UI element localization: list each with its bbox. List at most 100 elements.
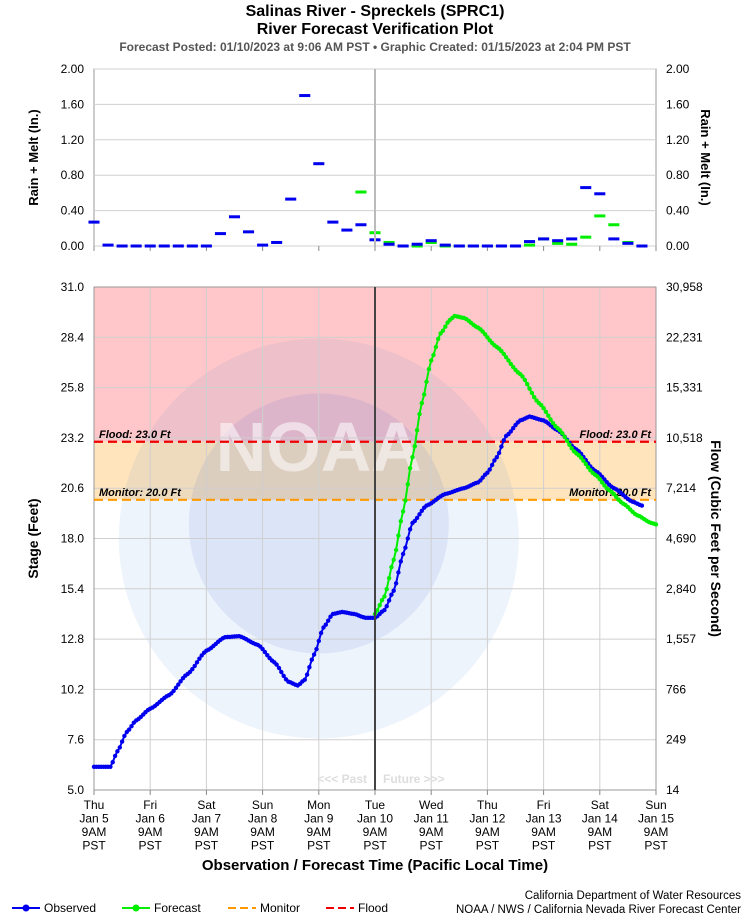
observed-precip-bar <box>580 186 592 190</box>
legend-forecast-marker <box>132 904 140 912</box>
observed-point <box>480 475 485 480</box>
flow-ytick: 249 <box>666 733 686 747</box>
observed-precip-bar <box>88 220 100 224</box>
precip-ylabel-right: Rain + Melt (In.) <box>698 109 713 205</box>
observed-point <box>192 663 197 669</box>
observed-precip-bar <box>411 242 423 246</box>
observed-point <box>274 662 279 667</box>
forecast-point <box>424 379 429 384</box>
observed-point <box>279 669 284 675</box>
flow-ytick: 766 <box>666 682 686 696</box>
xtick-label-date: Jan 5 <box>79 812 109 826</box>
stage-ytick: 15.4 <box>61 582 85 596</box>
xtick-label-time: 9AM <box>194 825 219 839</box>
xtick-label-tz: PST <box>363 839 387 853</box>
precip-ytick-right: 0.80 <box>666 168 690 182</box>
forecast-point <box>567 442 572 447</box>
forecast-point <box>384 586 389 592</box>
forecast-precip-bar <box>355 190 367 194</box>
observed-point <box>487 467 492 472</box>
observed-point <box>115 749 120 754</box>
observed-point <box>398 559 403 564</box>
forecast-posted: Forecast Posted: 01/10/2023 at 9:06 AM P… <box>119 40 370 54</box>
forecast-point <box>440 328 446 333</box>
xtick-label-tz: PST <box>588 839 612 853</box>
xtick-label-time: 9AM <box>138 825 163 839</box>
forecast-precip-bar <box>411 244 423 248</box>
chart-title: Salinas River - Spreckels (SPRC1) <box>245 3 505 20</box>
forecast-point <box>543 409 549 414</box>
forecast-point <box>564 438 570 443</box>
forecast-point <box>379 597 385 603</box>
xtick-label-time: 9AM <box>82 825 107 839</box>
observed-precip-bar <box>243 230 255 234</box>
forecast-point <box>482 332 488 337</box>
observed-precip-bar <box>594 192 606 196</box>
forecast-point <box>410 455 415 460</box>
xtick-label-day: Thu <box>477 798 498 812</box>
observed-point <box>129 724 134 729</box>
observed-precip-bar <box>158 244 170 248</box>
forecast-point <box>443 324 448 329</box>
forecast-point <box>417 411 422 417</box>
forecast-precip-bar <box>580 235 592 239</box>
forecast-point <box>569 446 574 451</box>
forecast-point <box>529 390 535 396</box>
forecast-point <box>557 428 563 433</box>
forecast-point <box>562 434 567 440</box>
forecast-point <box>403 498 408 503</box>
observed-point <box>262 649 268 655</box>
observed-point <box>276 665 282 671</box>
observed-precip-bar <box>327 220 339 224</box>
flow-ytick: 10,518 <box>666 431 703 445</box>
xtick-label-day: Wed <box>419 798 443 812</box>
precip-ytick-right: 0.00 <box>666 239 690 253</box>
stage-ytick: 12.8 <box>61 632 85 646</box>
forecast-point <box>597 477 602 482</box>
forecast-point <box>400 509 406 514</box>
forecast-point <box>391 557 396 562</box>
observed-point <box>499 444 504 449</box>
precip-ytick-right: 1.60 <box>666 97 690 111</box>
observed-point <box>384 604 389 609</box>
observed-point <box>323 622 328 627</box>
credit-dwr: California Department of Water Resources <box>524 890 741 902</box>
observed-point <box>190 667 195 672</box>
observed-precip-bar <box>608 237 620 241</box>
forecast-precip-bar <box>383 240 395 244</box>
flood-label-left: Flood: 23.0 Ft <box>99 429 172 441</box>
observed-point <box>318 630 324 636</box>
forecast-point <box>485 335 490 340</box>
observed-precip-bar <box>566 237 578 241</box>
monitor-label-left: Monitor: 20.0 Ft <box>99 487 182 499</box>
xtick-label-tz: PST <box>82 839 106 853</box>
observed-precip-bar <box>116 244 128 248</box>
legend-flood-label: Flood <box>358 901 388 915</box>
observed-point <box>485 470 490 475</box>
xtick-label-time: 9AM <box>363 825 388 839</box>
observed-precip-bar <box>214 232 226 236</box>
forecast-precip-bar <box>552 241 564 245</box>
legend-monitor-label: Monitor <box>260 901 300 915</box>
observed-precip-bar <box>102 243 114 247</box>
observed-point <box>400 551 406 557</box>
observed-point <box>117 745 123 750</box>
stage-ytick: 23.2 <box>61 431 85 445</box>
observed-precip-bar <box>299 94 311 98</box>
precip-ytick-left: 0.40 <box>61 204 85 218</box>
xtick-label-day: Mon <box>307 798 330 812</box>
observed-precip-bar <box>439 243 451 247</box>
xtick-label-tz: PST <box>644 839 668 853</box>
xtick-label-day: Sun <box>645 798 666 812</box>
stage-ytick: 10.2 <box>61 682 85 696</box>
xtick-label-tz: PST <box>195 839 219 853</box>
observed-precip-bar <box>495 244 507 248</box>
forecast-point <box>532 395 537 400</box>
observed-precip-bar <box>285 197 297 201</box>
observed-point <box>260 646 265 652</box>
xtick-label-date: Jan 10 <box>357 812 393 826</box>
forecast-point <box>550 420 556 426</box>
xtick-label-time: 9AM <box>531 825 556 839</box>
observed-point <box>511 426 516 431</box>
xtick-label-time: 9AM <box>587 825 612 839</box>
